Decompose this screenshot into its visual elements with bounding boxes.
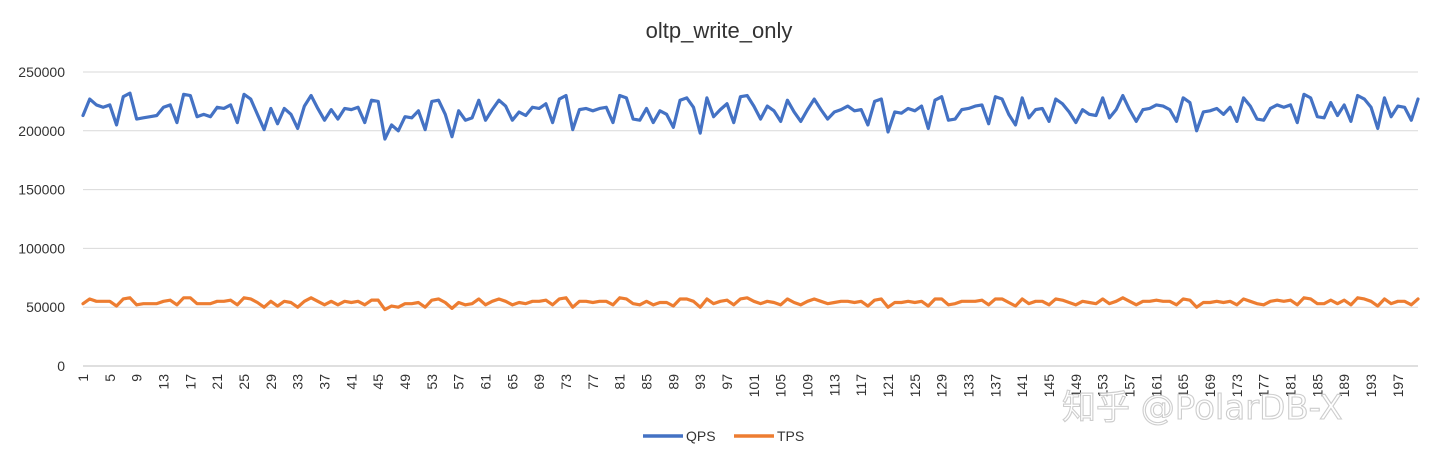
chart-title: oltp_write_only [646, 18, 793, 43]
x-tick-label-161: 161 [1148, 374, 1164, 398]
legend-label-qps: QPS [686, 428, 716, 444]
y-axis-ticks: 0 50000 100000 150000 200000 250000 [18, 64, 65, 374]
x-tick-label-49: 49 [397, 374, 413, 390]
x-tick-label-193: 193 [1363, 374, 1379, 398]
watermark: 知乎 @PolarDB-X [1062, 388, 1343, 428]
x-tick-label-109: 109 [800, 374, 816, 398]
x-tick-label-9: 9 [129, 374, 145, 382]
x-tick-label-137: 137 [987, 374, 1003, 398]
x-tick-label-13: 13 [156, 374, 172, 390]
x-tick-label-1: 1 [75, 374, 91, 382]
y-tick-label-4: 200000 [18, 123, 65, 139]
series-line-tps [81, 296, 1420, 312]
y-tick-label-3: 150000 [18, 182, 65, 198]
y-tick-label-0: 0 [57, 358, 65, 374]
x-tick-label-113: 113 [826, 374, 842, 397]
x-tick-label-81: 81 [612, 374, 628, 390]
x-tick-label-177: 177 [1256, 374, 1272, 398]
series-line-qps [81, 91, 1420, 141]
x-tick-label-133: 133 [961, 374, 977, 398]
x-tick-label-29: 29 [263, 374, 279, 390]
x-tick-label-45: 45 [370, 374, 386, 390]
x-tick-label-33: 33 [290, 374, 306, 390]
x-tick-label-145: 145 [1041, 374, 1057, 398]
x-tick-label-169: 169 [1202, 374, 1218, 398]
x-tick-label-77: 77 [585, 374, 601, 390]
x-tick-label-173: 173 [1229, 374, 1245, 398]
x-tick-label-53: 53 [424, 374, 440, 390]
x-tick-label-97: 97 [719, 374, 735, 390]
x-tick-label-65: 65 [504, 374, 520, 390]
x-tick-label-129: 129 [934, 374, 950, 398]
x-tick-label-101: 101 [746, 374, 762, 398]
x-axis-ticks: 1 5 9 13 17 21 25 29 33 37 41 45 49 53 57 61 65 69 73 77 81 8… [75, 374, 1406, 398]
y-tick-label-2: 100000 [18, 240, 65, 256]
x-tick-label-73: 73 [558, 374, 574, 390]
x-tick-label-141: 141 [1014, 374, 1030, 398]
x-tick-label-93: 93 [692, 374, 708, 390]
x-tick-label-189: 189 [1336, 374, 1352, 398]
x-tick-label-121: 121 [880, 374, 896, 398]
x-tick-label-185: 185 [1309, 374, 1325, 398]
legend: QPS TPS [643, 428, 804, 444]
x-tick-label-197: 197 [1390, 374, 1406, 398]
x-tick-label-37: 37 [317, 374, 333, 390]
x-tick-label-69: 69 [531, 374, 547, 390]
x-tick-label-21: 21 [209, 374, 225, 390]
x-tick-label-5: 5 [102, 374, 118, 382]
x-tick-label-89: 89 [665, 374, 681, 390]
x-tick-label-157: 157 [1122, 374, 1138, 398]
x-tick-label-17: 17 [182, 374, 198, 390]
x-tick-label-105: 105 [773, 374, 789, 398]
x-tick-label-57: 57 [451, 374, 467, 390]
x-tick-label-125: 125 [907, 374, 923, 398]
x-tick-label-149: 149 [1068, 374, 1084, 398]
x-tick-label-153: 153 [1095, 374, 1111, 398]
legend-label-tps: TPS [777, 428, 804, 444]
x-tick-label-181: 181 [1283, 374, 1299, 398]
x-tick-label-61: 61 [478, 374, 494, 390]
x-tick-label-117: 117 [853, 374, 869, 397]
x-tick-label-41: 41 [343, 374, 359, 390]
x-tick-label-85: 85 [639, 374, 655, 390]
x-tick-label-165: 165 [1175, 374, 1191, 398]
y-tick-label-1: 50000 [26, 299, 65, 315]
series-lines [81, 91, 1420, 312]
y-tick-label-5: 250000 [18, 64, 65, 80]
x-tick-label-25: 25 [236, 374, 252, 390]
